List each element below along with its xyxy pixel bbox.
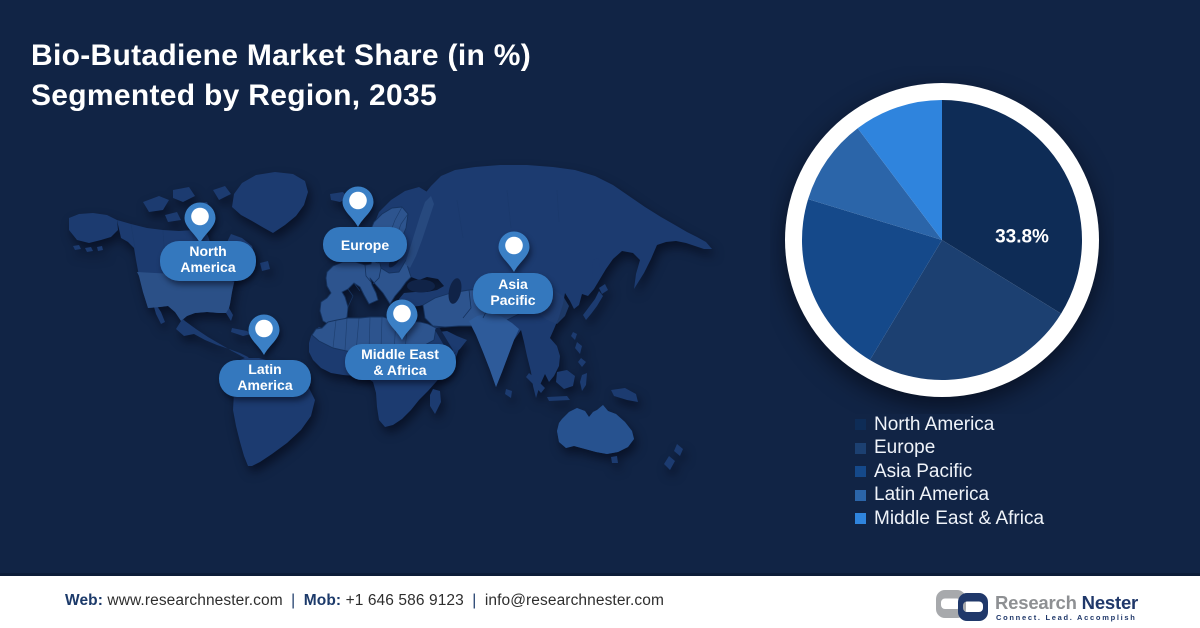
svg-text:Connect. Lead. Accomplish: Connect. Lead. Accomplish bbox=[996, 613, 1137, 622]
svg-text:Pacific: Pacific bbox=[490, 292, 535, 308]
svg-text:America: America bbox=[237, 377, 292, 393]
svg-text:North: North bbox=[189, 243, 226, 259]
svg-text:America: America bbox=[180, 259, 235, 275]
svg-text:Latin: Latin bbox=[248, 361, 281, 377]
svg-text:Europe: Europe bbox=[341, 237, 389, 253]
svg-text:Middle East: Middle East bbox=[361, 346, 439, 362]
svg-text:Asia: Asia bbox=[498, 276, 528, 292]
svg-text:& Africa: & Africa bbox=[373, 362, 426, 378]
svg-text:33.8%: 33.8% bbox=[995, 227, 1049, 248]
svg-text:Research Nester: Research Nester bbox=[995, 592, 1138, 613]
